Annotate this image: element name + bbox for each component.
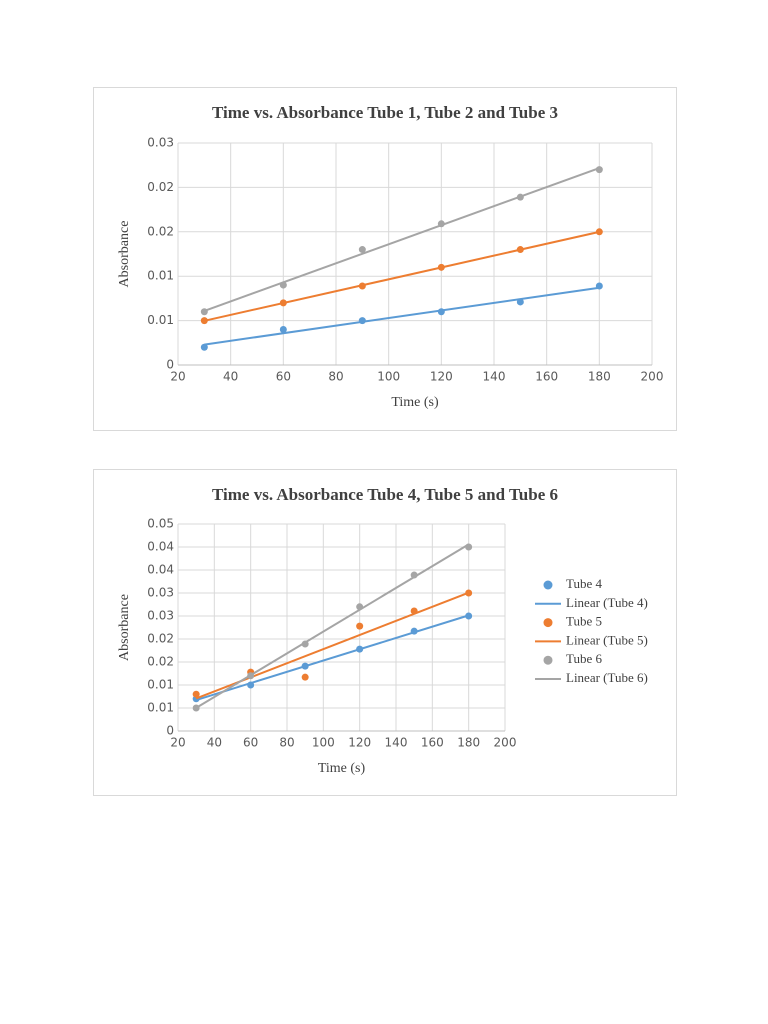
data-point	[437, 220, 445, 228]
trendline	[204, 286, 600, 346]
data-point	[200, 317, 208, 325]
data-point	[358, 246, 366, 254]
x-tick-label: 200	[494, 736, 517, 750]
y-axis-label: Absorbance	[117, 221, 132, 288]
y-tick-label: 0.04	[147, 540, 174, 554]
data-point	[192, 690, 200, 698]
y-tick-label: 0.03	[147, 136, 174, 150]
data-point	[279, 281, 287, 289]
legend-label: Tube 5	[566, 614, 602, 629]
x-tick-label: 20	[170, 736, 185, 750]
x-tick-label: 180	[457, 736, 480, 750]
data-point	[192, 704, 200, 712]
data-point	[516, 193, 524, 201]
x-tick-label: 60	[276, 370, 291, 384]
data-point	[356, 645, 364, 653]
y-tick-label: 0.03	[147, 586, 174, 600]
data-point	[200, 343, 208, 351]
y-tick-label: 0.01	[147, 678, 174, 692]
y-tick-label: 0.05	[147, 517, 174, 531]
x-tick-label: 80	[328, 370, 343, 384]
data-point	[356, 622, 364, 630]
x-tick-label: 180	[588, 370, 611, 384]
data-point	[358, 317, 366, 325]
y-tick-label: 0.02	[147, 632, 174, 646]
x-tick-label: 100	[377, 370, 400, 384]
y-tick-label: 0.01	[147, 701, 174, 715]
data-point	[247, 672, 255, 680]
legend-label: Linear (Tube 4)	[566, 595, 648, 610]
x-tick-label: 120	[430, 370, 453, 384]
data-point	[595, 166, 603, 174]
y-tick-label: 0	[166, 724, 174, 738]
x-tick-label: 140	[483, 370, 506, 384]
x-tick-label: 40	[207, 736, 222, 750]
x-tick-label: 160	[535, 370, 558, 384]
data-point	[465, 543, 473, 551]
chart-frame	[93, 87, 677, 431]
data-point	[465, 612, 473, 620]
data-point	[301, 640, 309, 648]
data-point	[516, 298, 524, 306]
data-point	[301, 662, 309, 670]
x-tick-label: 140	[385, 736, 408, 750]
data-point	[279, 299, 287, 307]
x-tick-label: 160	[421, 736, 444, 750]
y-tick-label: 0	[166, 358, 174, 372]
y-axis-label: Absorbance	[117, 594, 132, 661]
data-point	[437, 308, 445, 316]
data-point	[595, 282, 603, 290]
trendline	[195, 543, 470, 709]
legend-label: Tube 4	[566, 576, 603, 591]
x-tick-label: 100	[312, 736, 335, 750]
trendline	[203, 167, 600, 312]
chart-title: Time vs. Absorbance Tube 4, Tube 5 and T…	[212, 485, 558, 504]
y-tick-label: 0.03	[147, 609, 174, 623]
data-point	[279, 325, 287, 333]
legend-marker	[543, 655, 553, 665]
x-tick-label: 80	[279, 736, 294, 750]
data-point	[516, 246, 524, 254]
x-tick-label: 200	[641, 370, 664, 384]
data-point	[410, 627, 418, 635]
data-point	[465, 589, 473, 597]
legend-marker	[543, 580, 553, 590]
trendline	[204, 230, 600, 322]
legend-marker	[543, 618, 553, 628]
legend-label: Linear (Tube 6)	[566, 670, 648, 685]
data-point	[356, 603, 364, 611]
data-point	[595, 228, 603, 236]
y-tick-label: 0.02	[147, 655, 174, 669]
y-tick-label: 0.01	[147, 269, 174, 283]
trendline	[195, 614, 469, 701]
x-tick-label: 60	[243, 736, 258, 750]
y-tick-label: 0.02	[147, 180, 174, 194]
y-tick-label: 0.01	[147, 313, 174, 327]
y-tick-label: 0.02	[147, 224, 174, 238]
chart-title: Time vs. Absorbance Tube 1, Tube 2 and T…	[212, 103, 558, 122]
data-point	[410, 571, 418, 579]
x-tick-label: 40	[223, 370, 238, 384]
data-point	[200, 308, 208, 316]
x-tick-label: 20	[170, 370, 185, 384]
data-point	[437, 263, 445, 271]
data-point	[358, 282, 366, 290]
data-point	[301, 673, 309, 681]
x-axis-label: Time (s)	[391, 395, 439, 410]
legend-label: Tube 6	[566, 651, 603, 666]
legend-label: Linear (Tube 5)	[566, 632, 648, 647]
data-point	[247, 681, 255, 689]
data-point	[410, 607, 418, 615]
y-tick-label: 0.04	[147, 563, 174, 577]
x-tick-label: 120	[348, 736, 371, 750]
x-axis-label: Time (s)	[318, 761, 366, 776]
